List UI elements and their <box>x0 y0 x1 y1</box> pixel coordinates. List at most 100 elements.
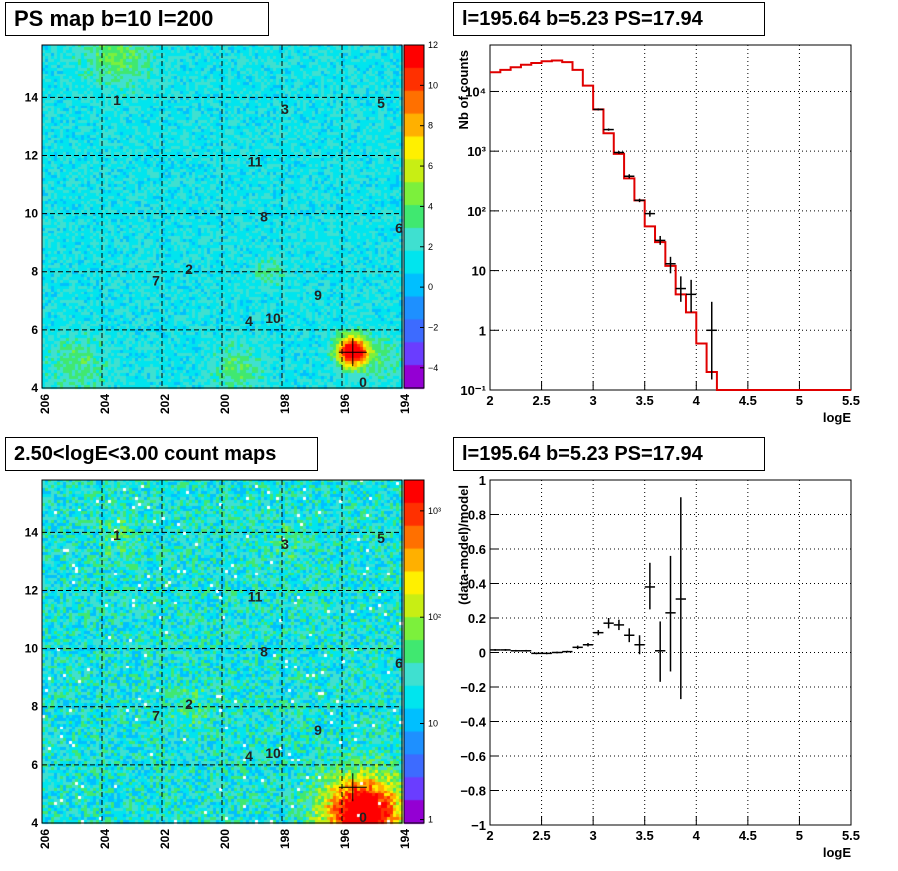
colorbar-tick-label: 0 <box>428 282 433 292</box>
source-label: 9 <box>314 722 322 738</box>
source-label: 6 <box>395 220 403 236</box>
x-tick-label: 196 <box>338 829 352 849</box>
x-tick-label: 4 <box>693 828 701 843</box>
colorbar-tick-label: 10 <box>428 719 438 729</box>
colorbar-tick-label: 1 <box>428 815 433 825</box>
y-tick-label: 0.6 <box>468 542 486 557</box>
x-tick-label: 4 <box>693 393 701 408</box>
y-tick-label: 10⁴ <box>465 84 486 99</box>
source-label: 5 <box>377 530 385 546</box>
x-tick-label: 3.5 <box>636 828 654 843</box>
y-tick-label: 10² <box>467 204 486 219</box>
x-tick-label: 3.5 <box>636 393 654 408</box>
x-tick-label: 198 <box>278 829 292 849</box>
x-tick-label: 2.5 <box>533 393 551 408</box>
residual-title: l=195.64 b=5.23 PS=17.94 <box>453 437 765 471</box>
y-tick-label: 14 <box>25 90 39 104</box>
y-tick-label: 10 <box>472 264 486 279</box>
colorbar-tick-label: −2 <box>428 322 438 332</box>
colorbar-tick-label: 6 <box>428 161 433 171</box>
x-tick-label: 4.5 <box>739 393 757 408</box>
colorbar-tick-label: −4 <box>428 363 438 373</box>
source-label: 6 <box>395 655 403 671</box>
x-tick-label: 206 <box>38 829 52 849</box>
x-tick-label: 2 <box>486 393 493 408</box>
colorbar-tick-label: 8 <box>428 121 433 131</box>
y-tick-label: 10⁻¹ <box>460 383 486 398</box>
y-tick-label: 6 <box>31 758 38 772</box>
x-tick-label: 202 <box>158 829 172 849</box>
x-tick-label: 5 <box>796 828 803 843</box>
y-axis-label: (data-model)/model <box>456 485 471 605</box>
y-tick-label: −0.8 <box>460 784 486 799</box>
y-tick-label: 1 <box>479 473 486 488</box>
y-axis-label: Nb of counts <box>456 50 471 129</box>
colorbar-tick-label: 4 <box>428 201 433 211</box>
source-label: 4 <box>245 313 253 329</box>
x-tick-label: 2.5 <box>533 828 551 843</box>
y-tick-label: 8 <box>31 265 38 279</box>
x-tick-label: 200 <box>218 829 232 849</box>
colorbar-frame <box>403 44 425 389</box>
source-label: 0 <box>359 374 367 390</box>
map2-title: 2.50<logE<3.00 count maps <box>5 437 318 471</box>
y-tick-label: 10³ <box>467 144 486 159</box>
x-tick-label: 204 <box>98 829 112 849</box>
y-tick-label: 14 <box>25 525 39 539</box>
source-label: 11 <box>248 588 263 604</box>
x-tick-label: 3 <box>590 828 597 843</box>
y-tick-label: 6 <box>31 323 38 337</box>
source-label: 1 <box>113 92 121 108</box>
x-tick-label: 202 <box>158 394 172 414</box>
source-label: 7 <box>152 707 160 723</box>
x-tick-label: 206 <box>38 394 52 414</box>
x-tick-label: 3 <box>590 393 597 408</box>
colorbar-tick-label: 10³ <box>428 506 441 516</box>
colorbar-tick-label: 12 <box>428 40 438 50</box>
y-tick-label: 8 <box>31 700 38 714</box>
source-label: 0 <box>359 809 367 825</box>
y-tick-label: 0.4 <box>468 577 487 592</box>
source-label: 10 <box>265 310 281 326</box>
source-label: 3 <box>281 101 289 117</box>
x-axis-label: logE <box>823 410 851 425</box>
x-tick-label: 5.5 <box>842 393 860 408</box>
y-tick-label: 0 <box>479 646 486 661</box>
y-tick-label: −0.6 <box>460 749 486 764</box>
y-tick-label: 10 <box>25 207 39 221</box>
x-tick-label: 204 <box>98 394 112 414</box>
x-tick-label: 194 <box>398 394 412 414</box>
source-label: 10 <box>265 745 281 761</box>
source-label: 2 <box>185 696 193 712</box>
colorbar-tick-label: 10 <box>428 80 438 90</box>
source-label: 7 <box>152 272 160 288</box>
x-axis-label: logE <box>823 845 851 860</box>
y-tick-label: 0.2 <box>468 611 486 626</box>
x-tick-label: 2 <box>486 828 493 843</box>
x-tick-label: 5.5 <box>842 828 860 843</box>
source-label: 5 <box>377 95 385 111</box>
map1-title: PS map b=10 l=200 <box>5 2 269 36</box>
y-tick-label: −0.2 <box>460 680 486 695</box>
y-tick-label: 1 <box>479 323 486 338</box>
source-label: 8 <box>260 644 268 660</box>
spectrum-title: l=195.64 b=5.23 PS=17.94 <box>453 2 765 36</box>
y-tick-label: 0.8 <box>468 508 486 523</box>
y-tick-label: 4 <box>31 381 38 395</box>
y-tick-label: −1 <box>471 818 486 833</box>
x-tick-label: 4.5 <box>739 828 757 843</box>
y-tick-label: 4 <box>31 816 38 830</box>
y-tick-label: 10 <box>25 642 39 656</box>
source-label: 8 <box>260 209 268 225</box>
x-tick-label: 5 <box>796 393 803 408</box>
spectrum-frame <box>489 44 852 391</box>
source-label: 11 <box>248 153 263 169</box>
source-label: 4 <box>245 748 253 764</box>
source-label: 2 <box>185 261 193 277</box>
x-tick-label: 194 <box>398 829 412 849</box>
x-tick-label: 200 <box>218 394 232 414</box>
colorbar-tick-label: 2 <box>428 242 433 252</box>
source-label: 3 <box>281 536 289 552</box>
source-label: 1 <box>113 527 121 543</box>
